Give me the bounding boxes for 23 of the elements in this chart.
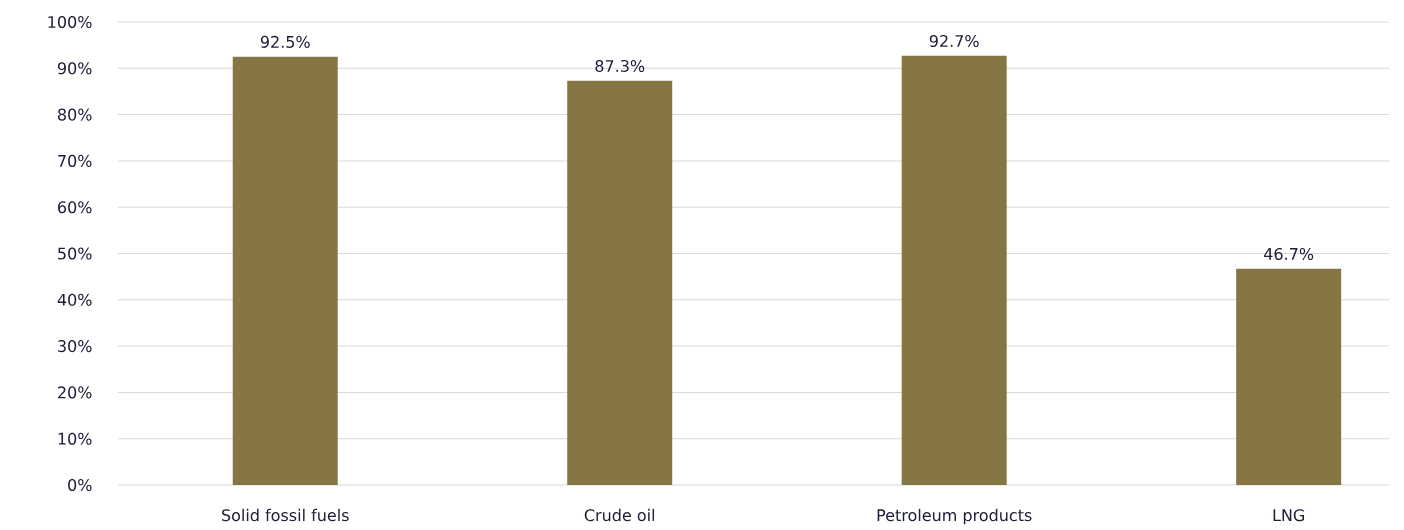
x-tick-label: Crude oil	[584, 508, 655, 522]
y-tick-label: 30%	[58, 340, 92, 353]
x-tick-label: Solid fossil fuels	[222, 508, 349, 522]
y-tick-label: 50%	[58, 247, 92, 260]
data-label: 92.7%	[929, 34, 979, 48]
bar	[1236, 268, 1342, 485]
y-tick-label: 70%	[58, 154, 92, 167]
x-tick-label: LNG	[1273, 509, 1304, 522]
y-tick-label: 0%	[68, 478, 92, 492]
y-tick-label: 100%	[48, 15, 92, 29]
x-tick-label: Petroleum products	[877, 508, 1032, 525]
bar	[901, 55, 1007, 485]
bar	[567, 80, 673, 485]
y-tick-label: 90%	[57, 62, 92, 75]
data-label: 87.3%	[595, 59, 645, 73]
bar	[232, 56, 338, 485]
y-tick-label: 80%	[57, 108, 92, 121]
y-tick-label: 20%	[58, 386, 92, 399]
data-label: 92.5%	[260, 35, 310, 48]
y-tick-label: 60%	[58, 201, 92, 214]
data-label: 46.7%	[1264, 247, 1314, 260]
y-tick-label: 40%	[57, 293, 92, 306]
y-tick-label: 10%	[58, 432, 92, 445]
